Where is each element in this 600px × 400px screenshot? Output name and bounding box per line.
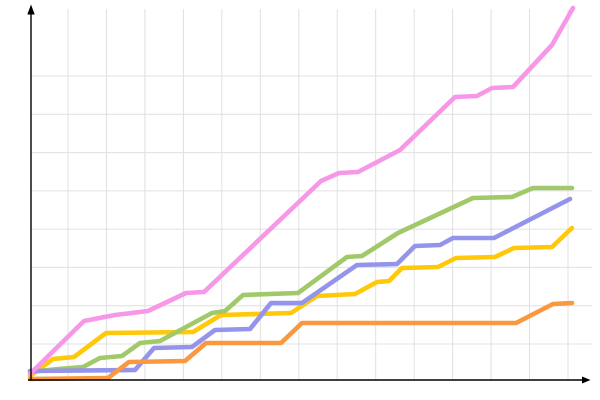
series-gold-line (27, 225, 575, 379)
axes (27, 4, 591, 384)
series-periwinkle-line (27, 196, 573, 374)
x-axis-arrowhead-icon (582, 376, 591, 384)
series-violet-line (27, 5, 576, 377)
y-axis-arrowhead-icon (27, 4, 35, 15)
series-orange-line (27, 300, 575, 382)
series-green-line (27, 185, 575, 375)
series-lines (27, 5, 576, 382)
